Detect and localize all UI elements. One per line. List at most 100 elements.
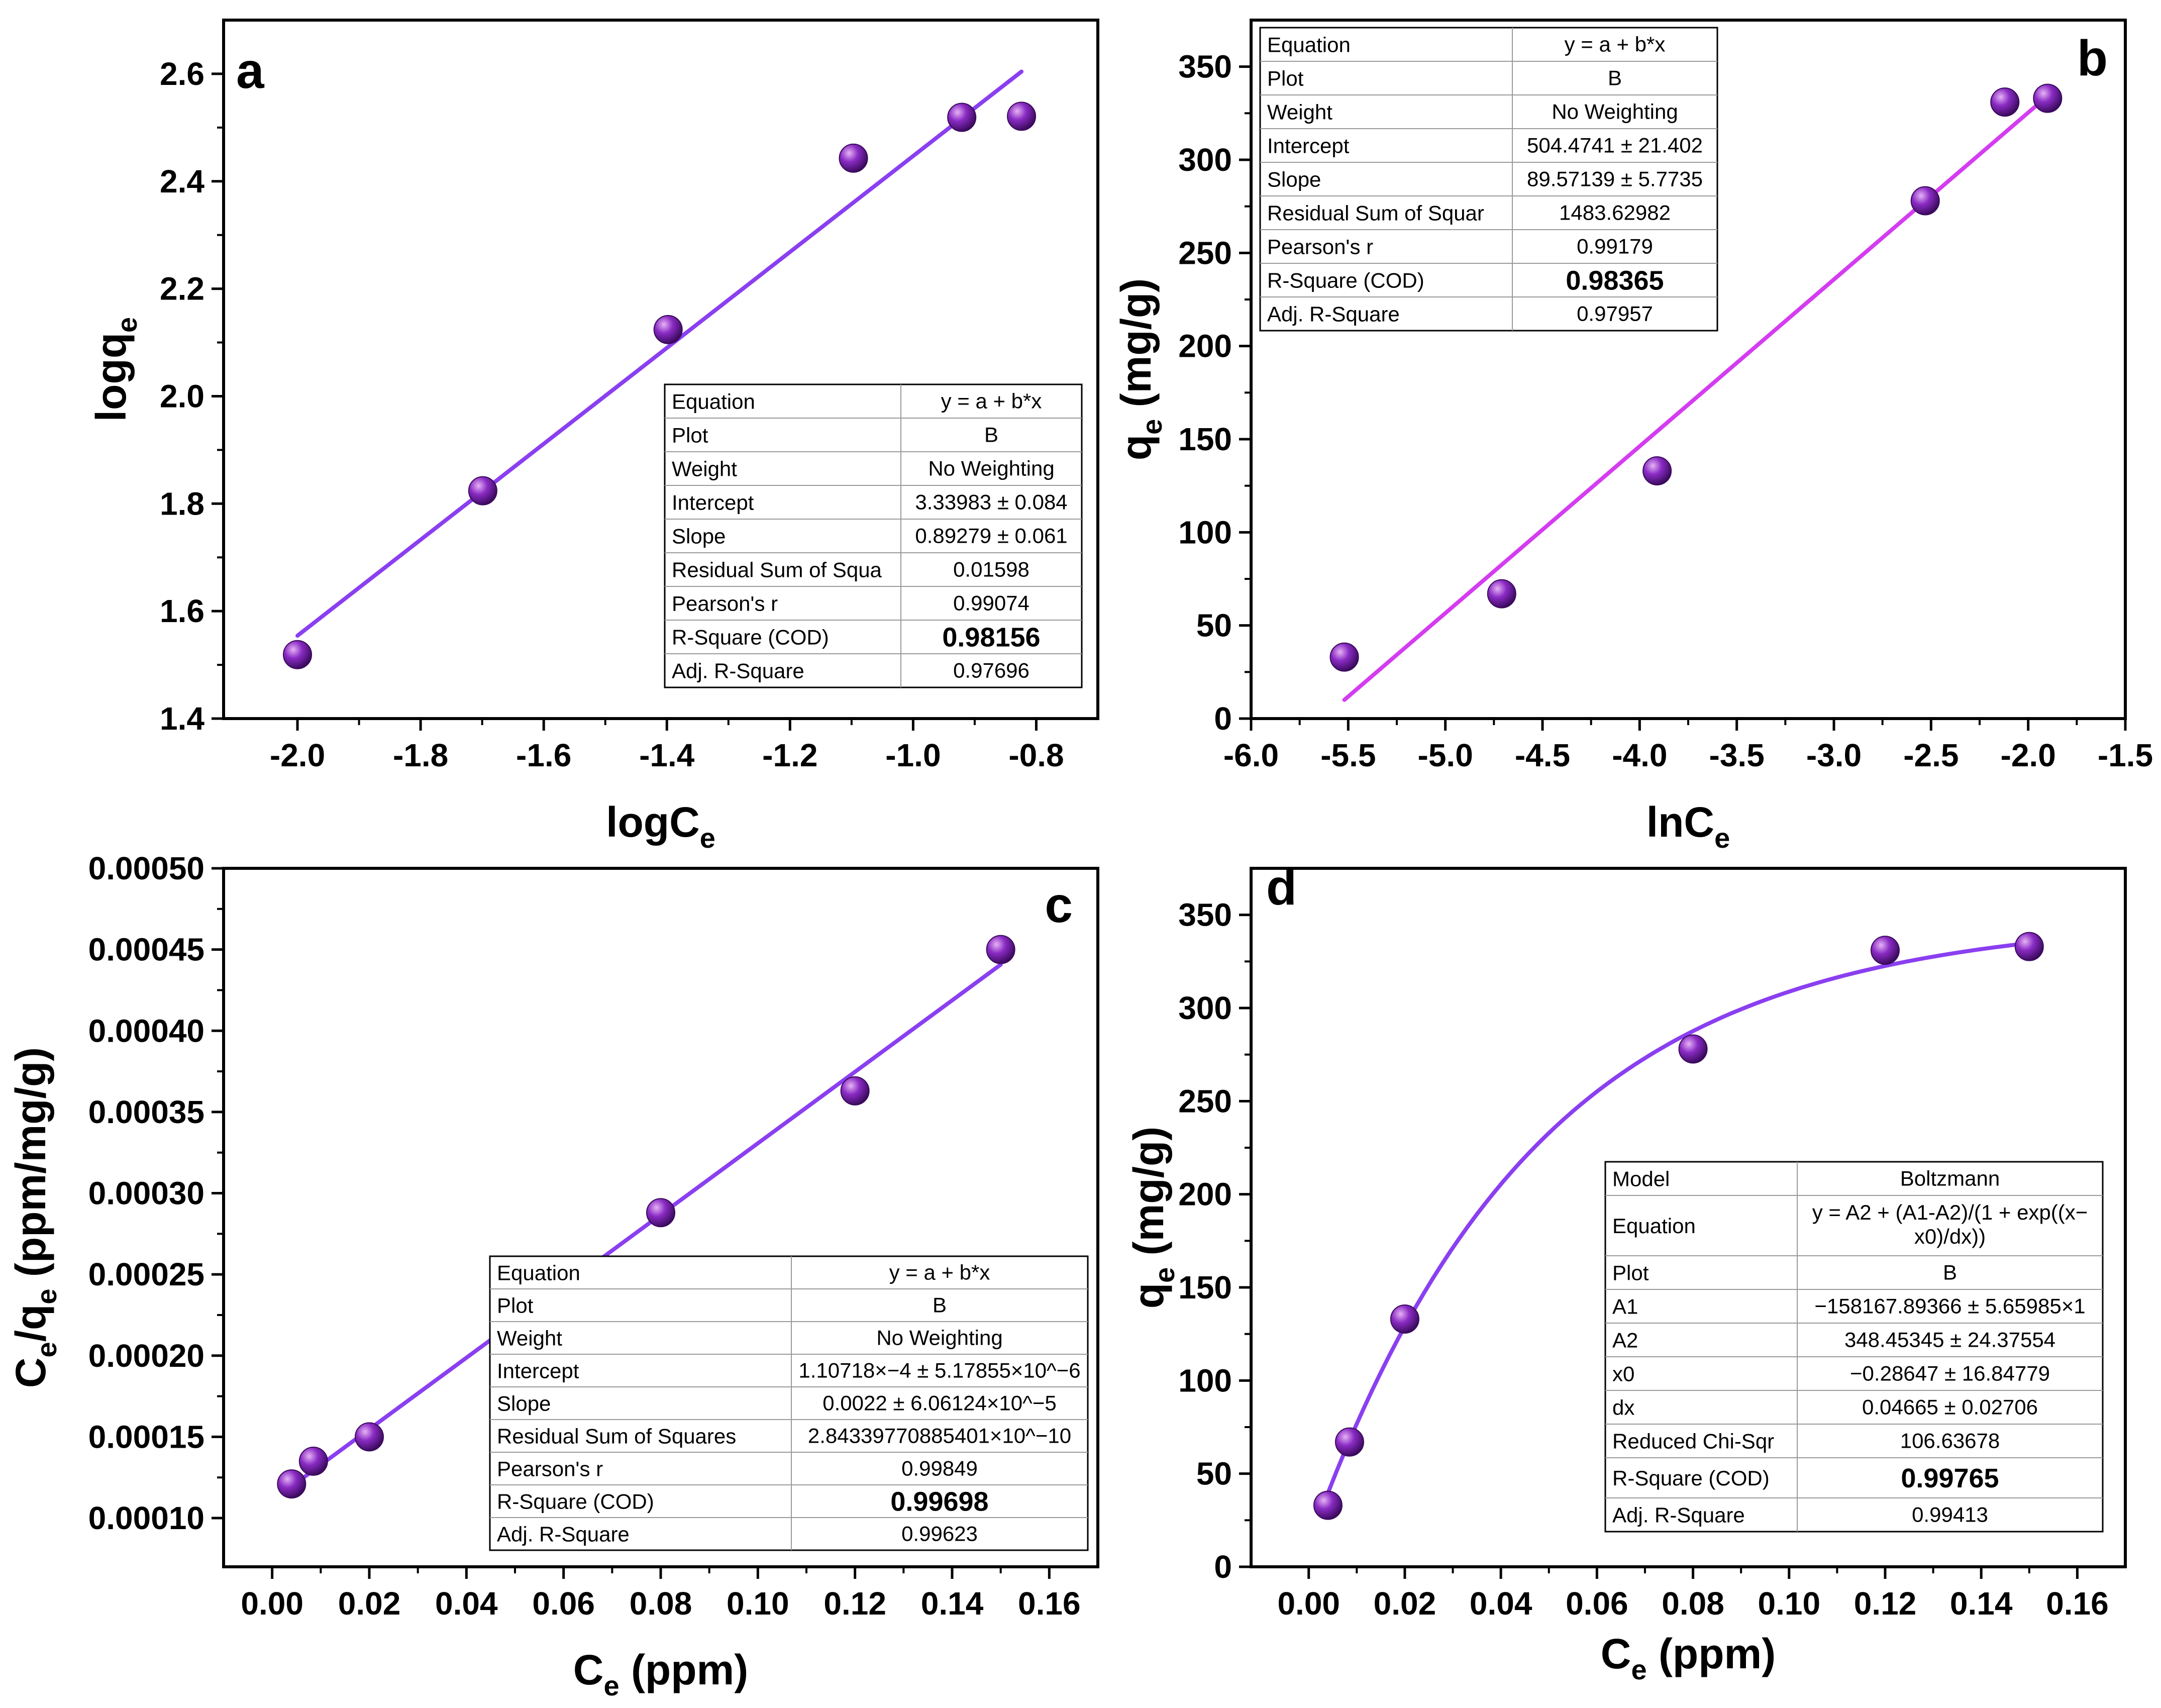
x-axis-title-suffix: (ppm)	[620, 1646, 749, 1693]
stats-row-value: y = a + b*x	[889, 1261, 990, 1284]
y-axis-title-sub: e	[111, 317, 143, 333]
stats-row-label: Residual Sum of Squa	[672, 558, 882, 582]
stats-row-label: A2	[1612, 1329, 1638, 1352]
data-point	[986, 935, 1015, 964]
stats-row-label: Adj. R-Square	[497, 1523, 630, 1546]
y-tick-label: 200	[1178, 328, 1232, 364]
x-tick-label: -2.0	[2001, 737, 2056, 773]
x-axis-title-main: C	[573, 1646, 604, 1693]
y-axis-title-sub: e	[1149, 1267, 1180, 1283]
x-axis-title: Ce (ppm)	[573, 1646, 748, 1701]
stats-row-label: R-Square (COD)	[672, 626, 829, 649]
stats-row-label: Plot	[497, 1294, 534, 1318]
x-axis-title-sub: e	[1714, 822, 1730, 854]
x-tick-label: 0.12	[1854, 1585, 1917, 1622]
x-tick-label: 0.12	[824, 1585, 886, 1622]
data-point	[2033, 83, 2063, 113]
data-point	[1334, 1427, 1364, 1457]
y-tick-label: 0.00015	[88, 1419, 204, 1455]
data-point	[468, 476, 497, 506]
y-tick-label: 2.0	[160, 378, 204, 414]
stats-row-label: Reduced Chi-Sqr	[1612, 1430, 1774, 1453]
stats-row-value: 0.97696	[953, 659, 1030, 682]
stats-row-label: Plot	[1267, 67, 1304, 90]
data-point	[1007, 102, 1037, 131]
stats-row-value: 1483.62982	[1559, 201, 1671, 225]
y-tick-label: 250	[1178, 1083, 1232, 1119]
stats-row-value: 0.0022 ± 6.06124×10^−5	[822, 1391, 1057, 1415]
x-tick-label: -2.5	[1903, 737, 1959, 773]
y-tick-label: 0	[1214, 700, 1232, 737]
stats-row-value: −0.28647 ± 16.84779	[1850, 1362, 2050, 1385]
x-tick-label: 0.14	[921, 1585, 984, 1622]
y-tick-label: 0.00010	[88, 1500, 204, 1536]
x-axis-title-suffix: (ppm)	[1647, 1630, 1776, 1677]
y-axis-title: logqe	[87, 317, 143, 422]
stats-row-label: Pearson's r	[1267, 235, 1373, 259]
data-point	[839, 143, 868, 173]
x-tick-label: -1.8	[393, 737, 448, 773]
x-tick-label: -4.0	[1612, 737, 1667, 773]
y-axis-title-main: C	[7, 1357, 54, 1388]
panel-letter: d	[1266, 859, 1297, 916]
x-tick-label: 0.08	[1662, 1585, 1724, 1622]
y-tick-label: 2.2	[160, 271, 204, 307]
y-tick-label: 0.00045	[88, 932, 204, 968]
stats-row-value: B	[933, 1293, 947, 1317]
stats-row-value: 0.99765	[1901, 1463, 1999, 1493]
x-tick-label: -1.5	[2098, 737, 2153, 773]
y-axis-title-mid: /q	[7, 1304, 54, 1342]
data-point	[1642, 456, 1672, 486]
stats-row-label: Residual Sum of Squar	[1267, 202, 1484, 225]
data-point	[1329, 642, 1359, 672]
stats-row-label: Adj. R-Square	[1612, 1503, 1745, 1527]
stats-row-value: 0.98365	[1566, 266, 1664, 296]
y-tick-label: 300	[1178, 142, 1232, 178]
y-tick-label: 150	[1178, 1269, 1232, 1305]
stats-row-label: Model	[1612, 1167, 1670, 1191]
stats-row-value: B	[984, 423, 998, 447]
stats-row-label: Plot	[1612, 1261, 1649, 1285]
stats-row-label: Weight	[1267, 101, 1332, 124]
x-tick-label: -4.5	[1515, 737, 1570, 773]
x-tick-label: -3.0	[1806, 737, 1862, 773]
x-tick-label: 0.16	[1018, 1585, 1081, 1622]
stats-row-label: Slope	[672, 525, 726, 548]
y-axis-title: Ce/qe (ppm/mg/g)	[7, 1047, 62, 1388]
stats-row-value: 0.04665 ± 0.02706	[1862, 1395, 2038, 1419]
x-tick-label: -5.0	[1418, 737, 1473, 773]
stats-row-label: R-Square (COD)	[497, 1490, 654, 1514]
y-tick-label: 0.00035	[88, 1094, 204, 1130]
stats-row-value: No Weighting	[1552, 100, 1678, 124]
fit-line	[1326, 941, 2031, 1495]
data-point	[646, 1198, 675, 1228]
stats-row-value: 0.97957	[1577, 302, 1653, 326]
stats-row-value: y = a + b*x	[1565, 33, 1666, 56]
stats-row-label: x0	[1612, 1362, 1634, 1386]
x-tick-label: 0.00	[1277, 1585, 1340, 1622]
y-tick-label: 300	[1178, 990, 1232, 1026]
stats-row-value: y = a + b*x	[941, 389, 1042, 413]
y-axis-title-main: q	[1125, 1283, 1172, 1309]
stats-row-value: 89.57139 ± 5.7735	[1527, 167, 1703, 191]
y-tick-label: 0.00025	[88, 1256, 204, 1292]
plot-frame	[1250, 867, 2127, 1568]
stats-table: Model Boltzmann Equation y = A2 + (A1-A2)/(…	[1604, 1161, 2104, 1533]
stats-row-label: Weight	[497, 1327, 562, 1350]
x-axis-title-main: lnC	[1647, 798, 1714, 846]
stats-row-label: Slope	[1267, 168, 1321, 191]
stats-row-value: 504.4741 ± 21.402	[1527, 134, 1703, 157]
data-point	[283, 640, 313, 669]
y-tick-label: 0.00030	[88, 1175, 204, 1212]
y-axis-title: qe (mg/g)	[1112, 278, 1168, 460]
x-axis-title-sub: e	[1631, 1654, 1647, 1685]
x-axis-title: lnCe	[1647, 798, 1730, 854]
y-tick-label: 150	[1178, 421, 1232, 457]
data-point	[1390, 1304, 1419, 1334]
y-tick-label: 50	[1196, 608, 1232, 644]
x-axis-title: Ce (ppm)	[1601, 1630, 1776, 1685]
stats-row-value: No Weighting	[928, 457, 1054, 480]
x-axis-title-sub: e	[700, 822, 715, 854]
data-point	[1487, 579, 1516, 609]
panel-b-chart: -6.0 -5.5 -5.0 -4.5 -4.0 -3.5 -3.0 -2.5 -2.0 -1.5…	[1112, 19, 2153, 854]
